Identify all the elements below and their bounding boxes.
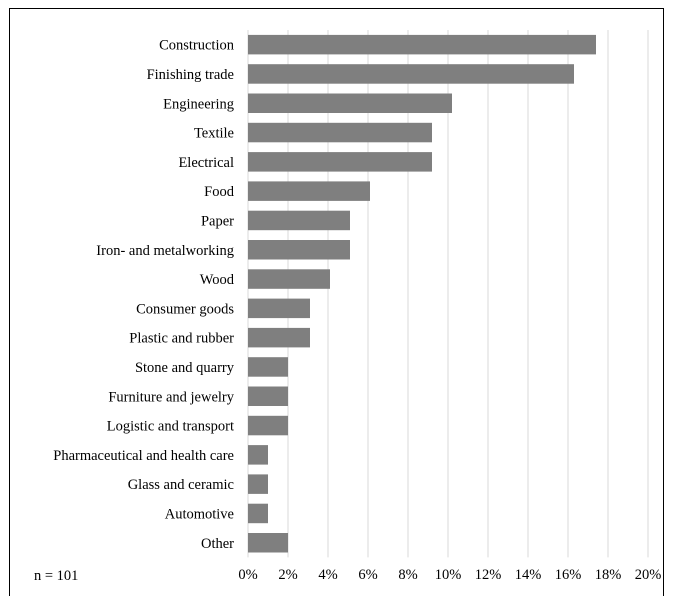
- category-label: Food: [204, 184, 235, 200]
- category-label: Finishing trade: [147, 67, 234, 83]
- bar: [248, 533, 288, 553]
- category-label: Stone and quarry: [135, 360, 235, 376]
- bar: [248, 386, 288, 406]
- x-tick-label: 8%: [398, 567, 417, 583]
- bar: [248, 152, 432, 172]
- bar: [248, 298, 310, 319]
- bar: [248, 210, 350, 231]
- x-tick-label: 0%: [238, 567, 257, 583]
- category-label: Iron- and metalworking: [96, 243, 234, 259]
- x-tick-label: 16%: [555, 567, 582, 583]
- x-tick-label: 4%: [318, 567, 337, 583]
- bar: [248, 269, 330, 289]
- bar: [248, 122, 432, 143]
- category-label: Textile: [194, 126, 234, 142]
- category-label: Plastic and rubber: [129, 331, 234, 347]
- bar: [248, 445, 268, 465]
- x-tick-label: 14%: [515, 567, 542, 583]
- x-tick-label: 18%: [595, 567, 622, 583]
- x-tick-label: 12%: [475, 567, 502, 583]
- category-label: Logistic and transport: [107, 419, 234, 435]
- bar: [248, 415, 288, 436]
- bar: [248, 34, 596, 55]
- category-label: Automotive: [165, 506, 234, 522]
- bar: [248, 474, 268, 494]
- category-label: Paper: [201, 213, 234, 229]
- category-label: Furniture and jewelry: [108, 389, 234, 405]
- chart-frame: [9, 8, 664, 596]
- bar: [248, 240, 350, 260]
- category-label: Glass and ceramic: [128, 477, 234, 493]
- bar: [248, 93, 452, 113]
- bar: [248, 503, 268, 524]
- category-label: Consumer goods: [136, 301, 234, 317]
- bar: [248, 181, 370, 201]
- category-label: Construction: [159, 38, 235, 54]
- x-tick-label: 2%: [278, 567, 297, 583]
- x-tick-label: 6%: [358, 567, 377, 583]
- bar: [248, 357, 288, 377]
- category-label: Wood: [200, 272, 235, 288]
- bar: [248, 327, 310, 348]
- category-label: Engineering: [163, 96, 234, 112]
- category-label: Other: [201, 536, 234, 552]
- bar: [248, 64, 574, 84]
- category-label: Electrical: [178, 155, 234, 171]
- x-tick-label: 20%: [635, 567, 662, 583]
- x-tick-label: 10%: [435, 567, 462, 583]
- category-label: Pharmaceutical and health care: [53, 448, 234, 464]
- sample-size-note: n = 101: [34, 568, 79, 584]
